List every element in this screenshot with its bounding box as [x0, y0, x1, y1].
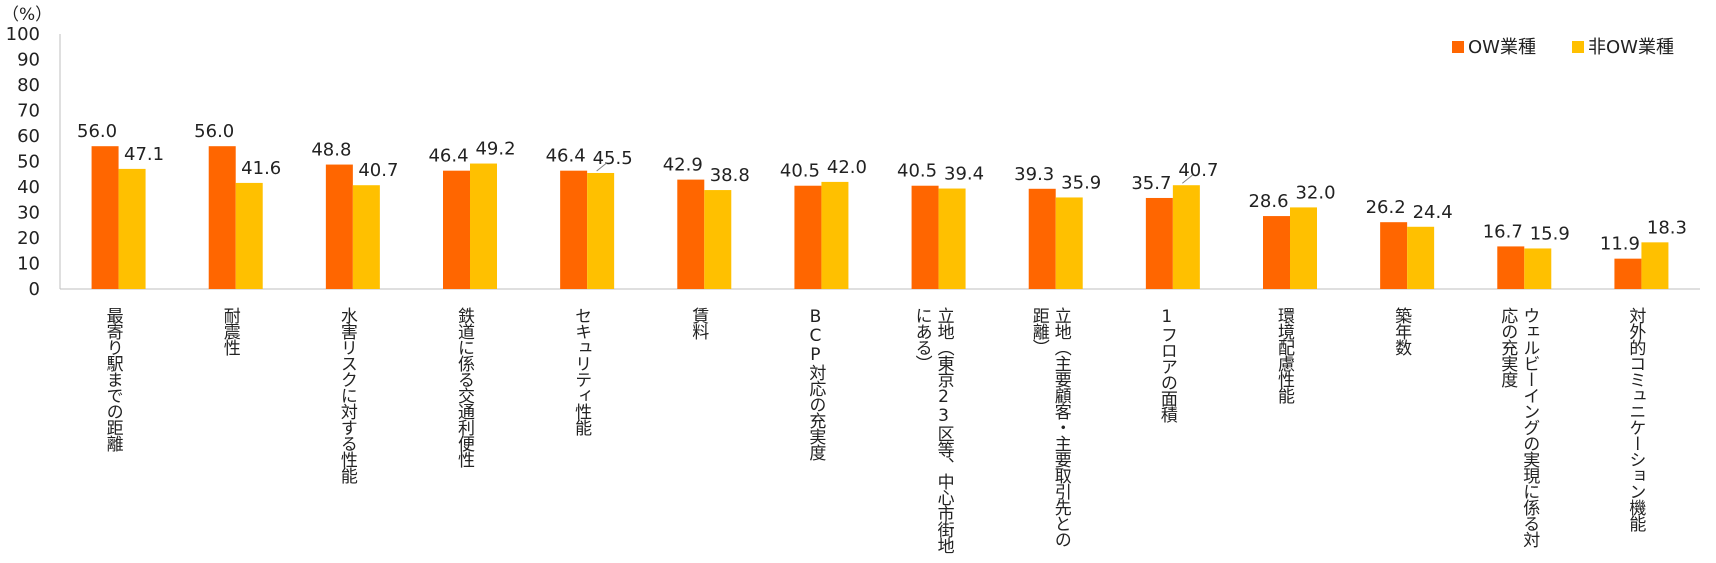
- data-label: 26.2: [1366, 197, 1406, 218]
- bar-non-ow: [470, 163, 497, 289]
- label-leader-line: [596, 162, 607, 172]
- bar-ow: [443, 170, 470, 289]
- bar-non-ow: [235, 182, 263, 289]
- legend-label: OW業種: [1468, 37, 1536, 58]
- y-tick-label: 40: [17, 177, 40, 198]
- data-label: 40.7: [358, 160, 398, 181]
- data-label: 15.9: [1530, 223, 1570, 244]
- data-label: 47.1: [124, 144, 164, 165]
- category-label: 鉄道に係る交通利便性: [454, 307, 475, 468]
- bar-non-ow: [704, 190, 732, 289]
- bar-non-ow: [352, 185, 380, 289]
- bars: [91, 146, 1669, 289]
- y-tick-label: 20: [17, 228, 40, 249]
- category-labels: 最寄り駅までの距離 耐震性 水害リスクに対する性能 鉄道に係る交通利便性 セキュリティ性…: [103, 307, 1646, 554]
- data-label: 40.5: [780, 161, 820, 182]
- bar-non-ow: [1290, 207, 1317, 289]
- y-tick-label: 30: [17, 203, 40, 224]
- data-label: 35.7: [1131, 173, 1171, 194]
- category-label: 築年数: [1391, 307, 1412, 356]
- legend-label: 非OW業種: [1588, 37, 1674, 58]
- data-label: 41.6: [241, 158, 281, 179]
- category-label: にある）: [912, 307, 933, 371]
- data-label: 42.9: [663, 155, 703, 176]
- y-tick-label: 80: [17, 75, 40, 96]
- bar-ow: [1028, 188, 1056, 289]
- y-axis-unit-label: （%）: [2, 5, 52, 25]
- bar-non-ow: [1524, 248, 1552, 289]
- data-label: 40.7: [1178, 160, 1218, 181]
- category-label: 対外的コミュニケーション機能: [1625, 307, 1646, 533]
- y-tick-label: 60: [17, 126, 40, 147]
- y-tick-label: 90: [17, 50, 40, 71]
- category-label: 耐震性: [220, 307, 241, 356]
- data-label: 45.5: [593, 148, 633, 169]
- data-label: 46.4: [428, 146, 468, 167]
- data-label: 11.9: [1600, 234, 1640, 255]
- category-label: 立地（主要顧客・主要取引先との: [1051, 307, 1072, 547]
- data-label: 28.6: [1248, 191, 1288, 212]
- category-label: BCP対応の充実度: [805, 307, 826, 461]
- bar-non-ow: [821, 181, 849, 289]
- bar-ow: [1497, 246, 1525, 289]
- legend: OW業種 非OW業種: [1452, 37, 1674, 58]
- data-label: 56.0: [194, 121, 234, 142]
- data-label: 39.4: [944, 164, 984, 185]
- data-labels: 56.0 47.1 56.0 41.6 48.8 40.7 46.4 49.2 46.4 45.5…: [77, 121, 1687, 254]
- category-label: 応の充実度: [1497, 307, 1518, 388]
- data-label: 46.4: [546, 146, 586, 167]
- bar-ow: [1145, 197, 1173, 289]
- bar-ow: [208, 146, 236, 289]
- category-label: 距離）: [1029, 307, 1050, 355]
- data-label: 38.8: [710, 165, 750, 186]
- bar-non-ow: [1407, 226, 1435, 289]
- data-label: 42.0: [827, 157, 867, 178]
- category-label: ウェルビーイングの実現に係る対: [1519, 307, 1540, 548]
- y-tick-label: 50: [17, 152, 40, 173]
- data-label: 56.0: [77, 121, 117, 142]
- bar-non-ow: [938, 188, 966, 289]
- bar-ow: [794, 185, 822, 289]
- category-label: 賃料: [688, 307, 709, 340]
- legend-swatch: [1452, 41, 1464, 53]
- bar-ow: [1614, 258, 1642, 289]
- bar-ow: [91, 146, 119, 289]
- data-label: 48.8: [311, 140, 351, 161]
- data-label: 35.9: [1061, 172, 1101, 193]
- bar-non-ow: [587, 172, 615, 289]
- category-label: 1フロアの面積: [1157, 307, 1178, 423]
- category-label: 立地（東京23区等、中心市街地: [934, 307, 955, 554]
- bar-non-ow: [1172, 185, 1200, 289]
- bar-ow: [677, 179, 705, 289]
- category-label: セキュリティ性能: [571, 307, 592, 437]
- bar-ow: [325, 164, 353, 289]
- data-label: 49.2: [475, 139, 515, 160]
- category-label: 水害リスクに対する性能: [337, 307, 358, 485]
- bar-non-ow: [1055, 197, 1083, 289]
- bar-ow: [911, 185, 939, 289]
- y-tick-label: 0: [29, 279, 40, 300]
- data-label: 24.4: [1413, 202, 1453, 223]
- bar-ow: [1263, 216, 1290, 289]
- category-label: 最寄り駅までの距離: [103, 307, 124, 452]
- data-label: 18.3: [1647, 217, 1687, 238]
- category-label: 環境配慮性能: [1274, 307, 1295, 405]
- legend-swatch: [1572, 41, 1584, 53]
- data-label: 39.3: [1014, 164, 1054, 185]
- data-label: 40.5: [897, 161, 937, 182]
- data-label: 32.0: [1295, 182, 1335, 203]
- bar-ow: [1380, 222, 1408, 289]
- bar-ow: [560, 170, 588, 289]
- y-tick-label: 70: [17, 101, 40, 122]
- bar-non-ow: [118, 168, 146, 289]
- y-tick-label: 100: [6, 24, 40, 45]
- y-tick-label: 10: [17, 254, 40, 275]
- data-label: 16.7: [1483, 221, 1523, 242]
- label-leader-line: [1182, 174, 1193, 184]
- bar-non-ow: [1641, 242, 1669, 289]
